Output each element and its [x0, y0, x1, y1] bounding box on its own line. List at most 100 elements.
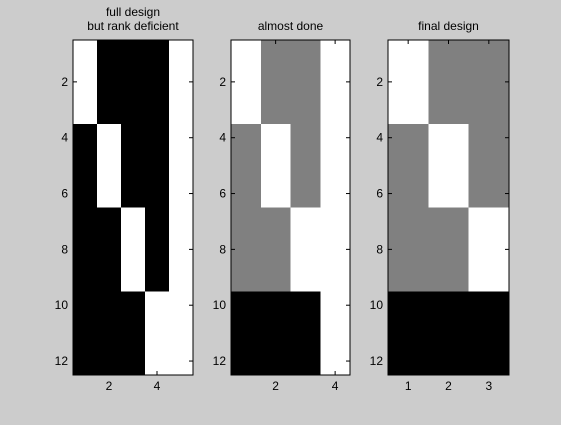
heatmap-cell: [145, 40, 170, 69]
y-tick-label: 8: [376, 242, 383, 256]
heatmap-cell: [388, 151, 429, 181]
heatmap-cell: [468, 319, 510, 348]
subplot-title: but rank deficient: [87, 19, 179, 33]
heatmap-cell: [121, 151, 146, 181]
heatmap-cell: [121, 40, 146, 69]
heatmap-cell: [468, 291, 510, 320]
heatmap-cell: [260, 151, 292, 181]
heatmap-cell: [388, 67, 429, 97]
heatmap-cell: [428, 263, 470, 292]
heatmap-cell: [468, 235, 510, 264]
x-tick-label: 1: [405, 379, 412, 393]
heatmap-cell: [145, 179, 170, 209]
heatmap-cell: [260, 179, 292, 209]
heatmap-cell: [290, 151, 321, 181]
x-tick-label: 3: [485, 379, 492, 393]
y-tick-label: 4: [376, 131, 383, 145]
subplot-title: full design: [106, 5, 160, 19]
heatmap-cell: [97, 263, 122, 292]
heatmap-cell: [468, 347, 510, 376]
heatmap-cell: [97, 207, 122, 237]
heatmap-cell: [97, 123, 122, 153]
y-tick-label: 10: [55, 298, 69, 312]
y-tick-label: 6: [376, 187, 383, 201]
heatmap-cell: [320, 67, 351, 97]
heatmap-cell: [320, 319, 351, 348]
heatmap-cell: [97, 40, 122, 69]
x-tick-label: 2: [272, 379, 279, 393]
heatmap-cell: [388, 263, 429, 292]
heatmap-cell: [428, 40, 470, 69]
heatmap-cell: [320, 95, 351, 125]
heatmap-cell: [388, 207, 429, 237]
heatmap-cell: [145, 95, 170, 125]
heatmap-cell: [468, 123, 510, 153]
heatmap-cell: [388, 235, 429, 264]
heatmap-cell: [428, 151, 470, 181]
heatmap-cell: [169, 151, 194, 181]
heatmap-cell: [388, 179, 429, 209]
heatmap-cell: [468, 151, 510, 181]
heatmap-cell: [97, 235, 122, 264]
heatmap-cell: [260, 235, 292, 264]
heatmap-cell: [145, 151, 170, 181]
heatmap-cell: [290, 123, 321, 153]
y-tick-label: 6: [61, 187, 68, 201]
heatmap-cell: [388, 123, 429, 153]
y-tick-label: 12: [55, 354, 69, 368]
y-tick-label: 2: [219, 75, 226, 89]
heatmap-cell: [231, 151, 262, 181]
heatmap-cell: [388, 95, 429, 125]
heatmap-cell: [320, 263, 351, 292]
heatmap-cell: [73, 235, 98, 264]
heatmap-cell: [231, 263, 262, 292]
heatmap-cell: [428, 235, 470, 264]
heatmap-cell: [145, 347, 170, 376]
heatmap-cell: [428, 291, 470, 320]
heatmap-cell: [290, 263, 321, 292]
heatmap-cell: [73, 319, 98, 348]
heatmap-cell: [260, 347, 292, 376]
heatmap-cell: [73, 95, 98, 125]
heatmap-cell: [121, 123, 146, 153]
heatmap-cell: [97, 347, 122, 376]
heatmap-cell: [320, 179, 351, 209]
heatmap-cell: [145, 67, 170, 97]
heatmap-cell: [320, 151, 351, 181]
heatmap-cell: [260, 95, 292, 125]
heatmap-cell: [290, 179, 321, 209]
heatmap-cell: [121, 95, 146, 125]
heatmap-cell: [121, 263, 146, 292]
x-tick-label: 4: [332, 379, 339, 393]
y-tick-label: 4: [61, 131, 68, 145]
heatmap-cell: [145, 263, 170, 292]
heatmap-cell: [320, 207, 351, 237]
heatmap-cell: [169, 95, 194, 125]
x-tick-label: 2: [106, 379, 113, 393]
heatmap-cell: [290, 40, 321, 69]
subplot-title: final design: [418, 19, 479, 33]
heatmap-cell: [169, 319, 194, 348]
heatmap-cell: [428, 67, 470, 97]
heatmap-cell: [145, 235, 170, 264]
heatmap-cell: [428, 319, 470, 348]
heatmap-cell: [121, 207, 146, 237]
heatmap-cell: [73, 67, 98, 97]
heatmap-cell: [468, 179, 510, 209]
y-tick-label: 4: [219, 131, 226, 145]
axes-frame: [230, 39, 351, 376]
heatmap-cell: [97, 151, 122, 181]
heatmap-cell: [145, 291, 170, 320]
heatmap-cell: [260, 67, 292, 97]
y-tick-label: 10: [370, 298, 384, 312]
heatmap-cell: [73, 207, 98, 237]
heatmap-cell: [388, 291, 429, 320]
heatmap-cell: [73, 347, 98, 376]
axes-frame: [72, 39, 194, 376]
heatmap-cell: [320, 347, 351, 376]
heatmap-cell: [73, 123, 98, 153]
heatmap-cell: [320, 235, 351, 264]
x-tick-label: 4: [154, 379, 161, 393]
heatmap-cell: [145, 123, 170, 153]
